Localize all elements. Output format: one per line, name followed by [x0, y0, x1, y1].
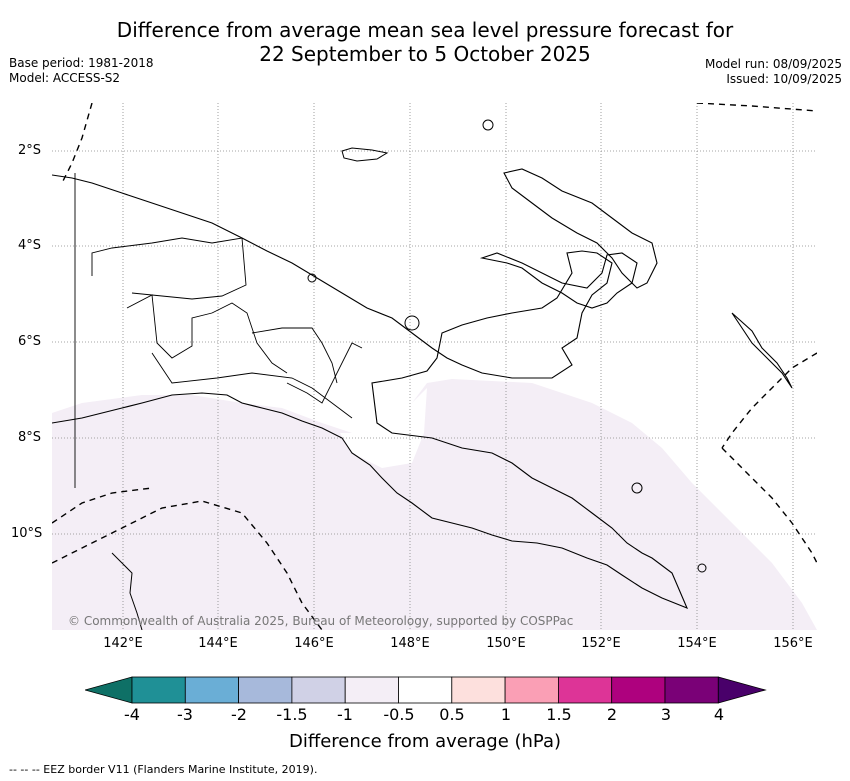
cb-tick-3: 3 [660, 705, 672, 724]
cb-tick-0-5: 0.5 [439, 705, 465, 724]
new-guinea-coastline [52, 174, 689, 610]
model-run-text: Model run: 08/09/2025 [704, 57, 842, 71]
colorbar-segment [184, 676, 240, 704]
lon-label-142e: 142°E [103, 636, 143, 651]
new-ireland-coastline [479, 252, 638, 309]
eez-footnote: -- -- -- EEZ border V11 (Flanders Marine… [9, 763, 318, 776]
colorbar-segment [504, 676, 559, 704]
cb-tick-m2: -2 [231, 705, 247, 724]
colorbar-title: Difference from average (hPa) [288, 731, 562, 752]
cb-tick-4: 4 [713, 705, 725, 724]
cb-tick-m1-5: -1.5 [276, 705, 308, 724]
lat-label-2s: 2°S [18, 143, 42, 158]
lon-label-146e: 146°E [294, 636, 334, 651]
colorbar-segment [291, 676, 346, 704]
lon-label-150e: 150°E [486, 636, 526, 651]
cb-tick-2: 2 [606, 705, 618, 724]
model-text: Model: ACCESS-S2 [9, 71, 121, 85]
map-svg [52, 103, 817, 630]
colorbar-extend-low [85, 676, 133, 704]
map-title: Difference from average mean sea level p… [0, 18, 850, 66]
meta-right: Model run: 08/09/2025 Issued: 10/09/2025 [705, 57, 842, 87]
colorbar-segment [557, 676, 613, 704]
colorbar-segment [344, 676, 399, 704]
lon-label-144e: 144°E [198, 636, 238, 651]
lon-label-148e: 148°E [390, 636, 430, 651]
colorbar-segment [664, 676, 719, 704]
new-britain-coastline [503, 168, 658, 289]
manus-island [341, 147, 389, 162]
island [631, 482, 643, 494]
title-line-2: 22 September to 5 October 2025 [259, 42, 591, 66]
eez-borders [52, 103, 817, 630]
colorbar-segment [398, 676, 453, 704]
anomaly-shading [52, 379, 817, 630]
bougainville-coastline [731, 312, 793, 389]
lon-label-154e: 154°E [677, 636, 717, 651]
lon-label-152e: 152°E [581, 636, 621, 651]
lon-label-156e: 156°E [773, 636, 813, 651]
lat-label-6s: 6°S [18, 334, 42, 349]
cb-tick-m4: -4 [124, 705, 140, 724]
white-patch [340, 388, 427, 468]
cb-tick-m0-5: -0.5 [383, 705, 415, 724]
issued-text: Issued: 10/09/2025 [726, 72, 842, 86]
island [697, 563, 707, 573]
cb-tick-m1: -1 [337, 705, 353, 724]
map-area [52, 103, 817, 630]
colorbar-segment [238, 676, 293, 704]
cape-york-coastline [111, 552, 143, 630]
copyright-text: © Commonwealth of Australia 2025, Bureau… [68, 614, 574, 628]
lat-label-10s: 10°S [11, 526, 43, 541]
province-borders [74, 173, 363, 488]
colorbar [85, 676, 767, 704]
cb-tick-1-5: 1.5 [546, 705, 572, 724]
lat-label-8s: 8°S [18, 430, 42, 445]
island [404, 315, 420, 331]
title-line-1: Difference from average mean sea level p… [116, 18, 734, 42]
colorbar-extend-high [717, 676, 767, 704]
colorbar-segment [451, 676, 506, 704]
lat-label-4s: 4°S [18, 238, 42, 253]
colorbar-segment [131, 676, 186, 704]
cb-tick-m3: -3 [177, 705, 193, 724]
meta-left: Base period: 1981-2018 Model: ACCESS-S2 [9, 56, 154, 86]
base-period-text: Base period: 1981-2018 [9, 56, 154, 70]
cb-tick-1: 1 [500, 705, 512, 724]
island [482, 119, 494, 131]
graticule [52, 103, 817, 630]
island [307, 273, 317, 283]
colorbar-segment [611, 676, 666, 704]
